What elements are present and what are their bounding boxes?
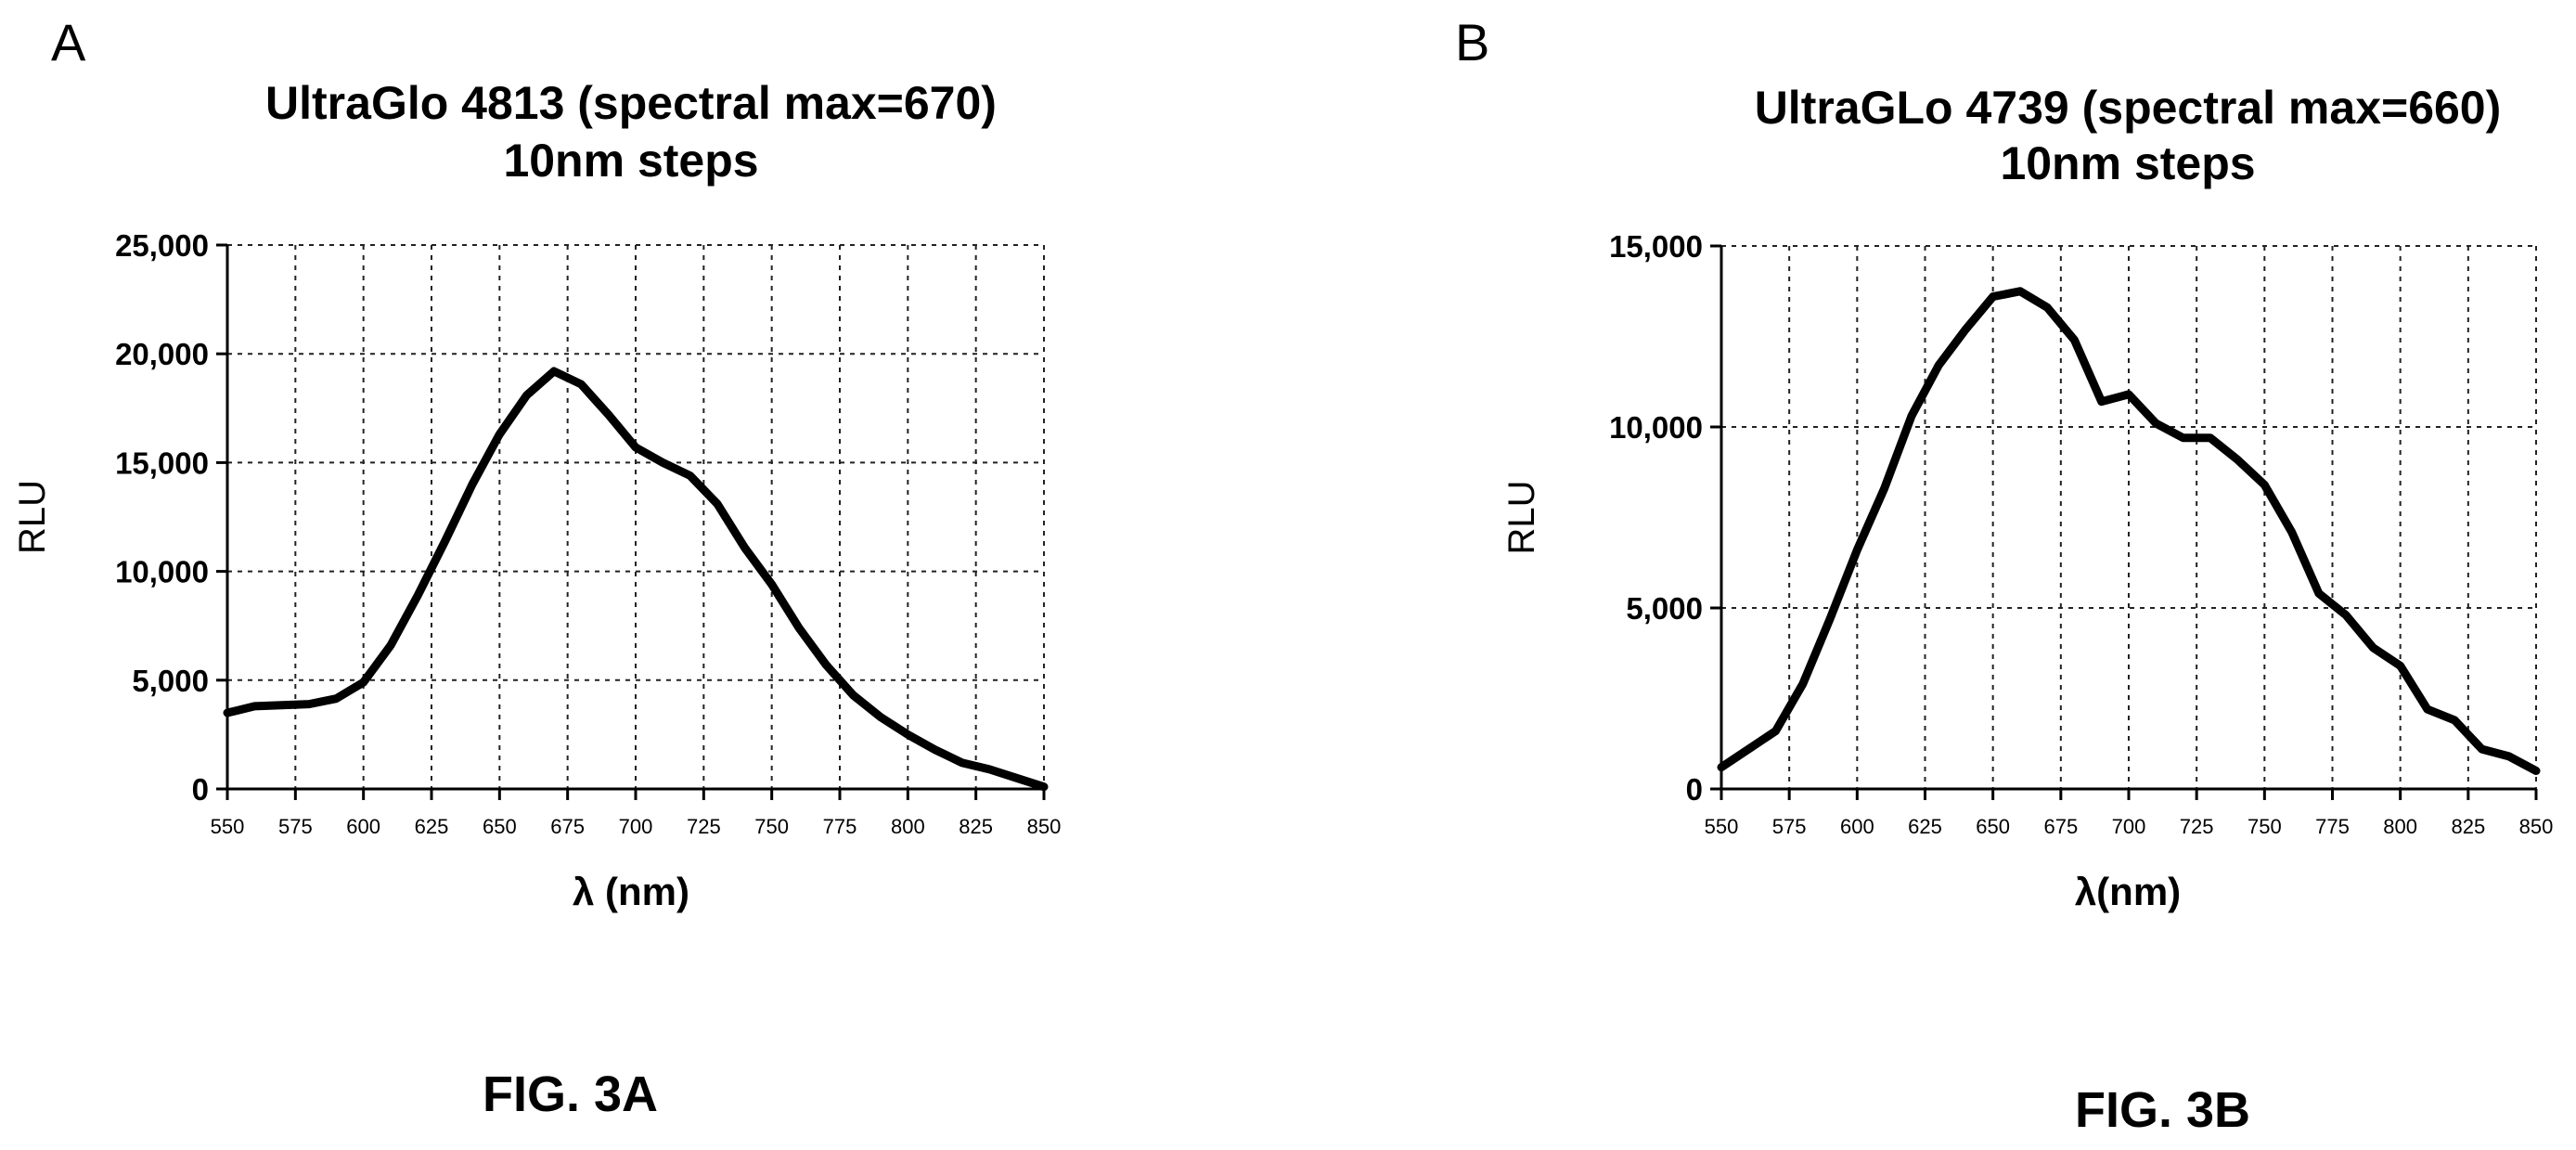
panel-letter: B: [1455, 13, 1489, 71]
y-tick-label: 15,000: [115, 446, 209, 480]
x-tick-label: 650: [483, 815, 517, 838]
x-tick-label: 675: [2043, 815, 2078, 838]
chart-subtitle: 10nm steps: [503, 135, 758, 187]
chart-panel-a: A UltraGlo 4813 (spectral max=670) 10nm st…: [12, 13, 1062, 913]
x-tick-label: 850: [2519, 815, 2554, 838]
gridlines: [1721, 245, 2537, 789]
x-tick-label: 775: [2315, 815, 2350, 838]
panel-letter: A: [51, 13, 86, 71]
x-tick-label: 625: [415, 815, 449, 838]
x-tick-label: 725: [687, 815, 721, 838]
x-tick-label: 550: [211, 815, 245, 838]
chart-subtitle: 10nm steps: [2000, 137, 2255, 189]
x-tick-label: 575: [278, 815, 313, 838]
x-tick-label: 575: [1772, 815, 1807, 838]
x-tick-label: 800: [2383, 815, 2417, 838]
y-tick-label: 10,000: [1609, 410, 1703, 445]
y-tick-label: 25,000: [115, 228, 209, 263]
x-axis-label: λ (nm): [573, 870, 689, 913]
x-tick-label: 675: [550, 815, 585, 838]
y-tick-label: 0: [192, 772, 209, 807]
x-tick-label: 800: [891, 815, 925, 838]
x-tick-label: 550: [1705, 815, 1739, 838]
x-tick-label: 700: [2112, 815, 2146, 838]
y-tick-label: 5,000: [1626, 591, 1703, 626]
y-tick-label: 20,000: [115, 337, 209, 371]
series-line: [1717, 287, 2541, 775]
x-tick-label: 775: [823, 815, 857, 838]
figure-label-a: FIG. 3A: [483, 1066, 659, 1122]
chart-title: UltraGlo 4813 (spectral max=670): [265, 77, 997, 129]
gridlines: [227, 244, 1045, 789]
y-tick-label: 0: [1686, 772, 1703, 807]
series-line: [223, 367, 1049, 792]
x-tick-label: 625: [1908, 815, 1942, 838]
y-tick-label: 5,000: [132, 664, 209, 698]
x-tick-label: 725: [2180, 815, 2214, 838]
chart-panel-b: B UltraGLo 4739 (spectral max=660) 10nm st…: [1288, 0, 2576, 1150]
y-axis-label: RLU: [12, 480, 53, 554]
figure-label-b: FIG. 3B: [2075, 1082, 2251, 1138]
x-tick-label: 600: [346, 815, 380, 838]
x-tick-label: 825: [2451, 815, 2485, 838]
chart-a: A UltraGlo 4813 (spectral max=670) 10nm st…: [12, 13, 1062, 913]
x-tick-label: 750: [754, 815, 789, 838]
y-tick-label: 15,000: [1609, 229, 1703, 264]
x-tick-label: 750: [2248, 815, 2282, 838]
chart-b: B UltraGLo 4739 (spectral max=660)10nm st…: [1455, 13, 2554, 913]
chart-title: UltraGLo 4739 (spectral max=660): [1755, 82, 2502, 134]
x-tick-label: 600: [1840, 815, 1874, 838]
x-tick-label: 825: [959, 815, 993, 838]
y-tick-label: 10,000: [115, 555, 209, 589]
x-tick-label: 700: [619, 815, 653, 838]
x-axis-label: λ(nm): [2075, 870, 2181, 913]
y-axis-label: RLU: [1501, 480, 1542, 554]
x-tick-label: 850: [1027, 815, 1062, 838]
x-tick-label: 650: [1976, 815, 2010, 838]
